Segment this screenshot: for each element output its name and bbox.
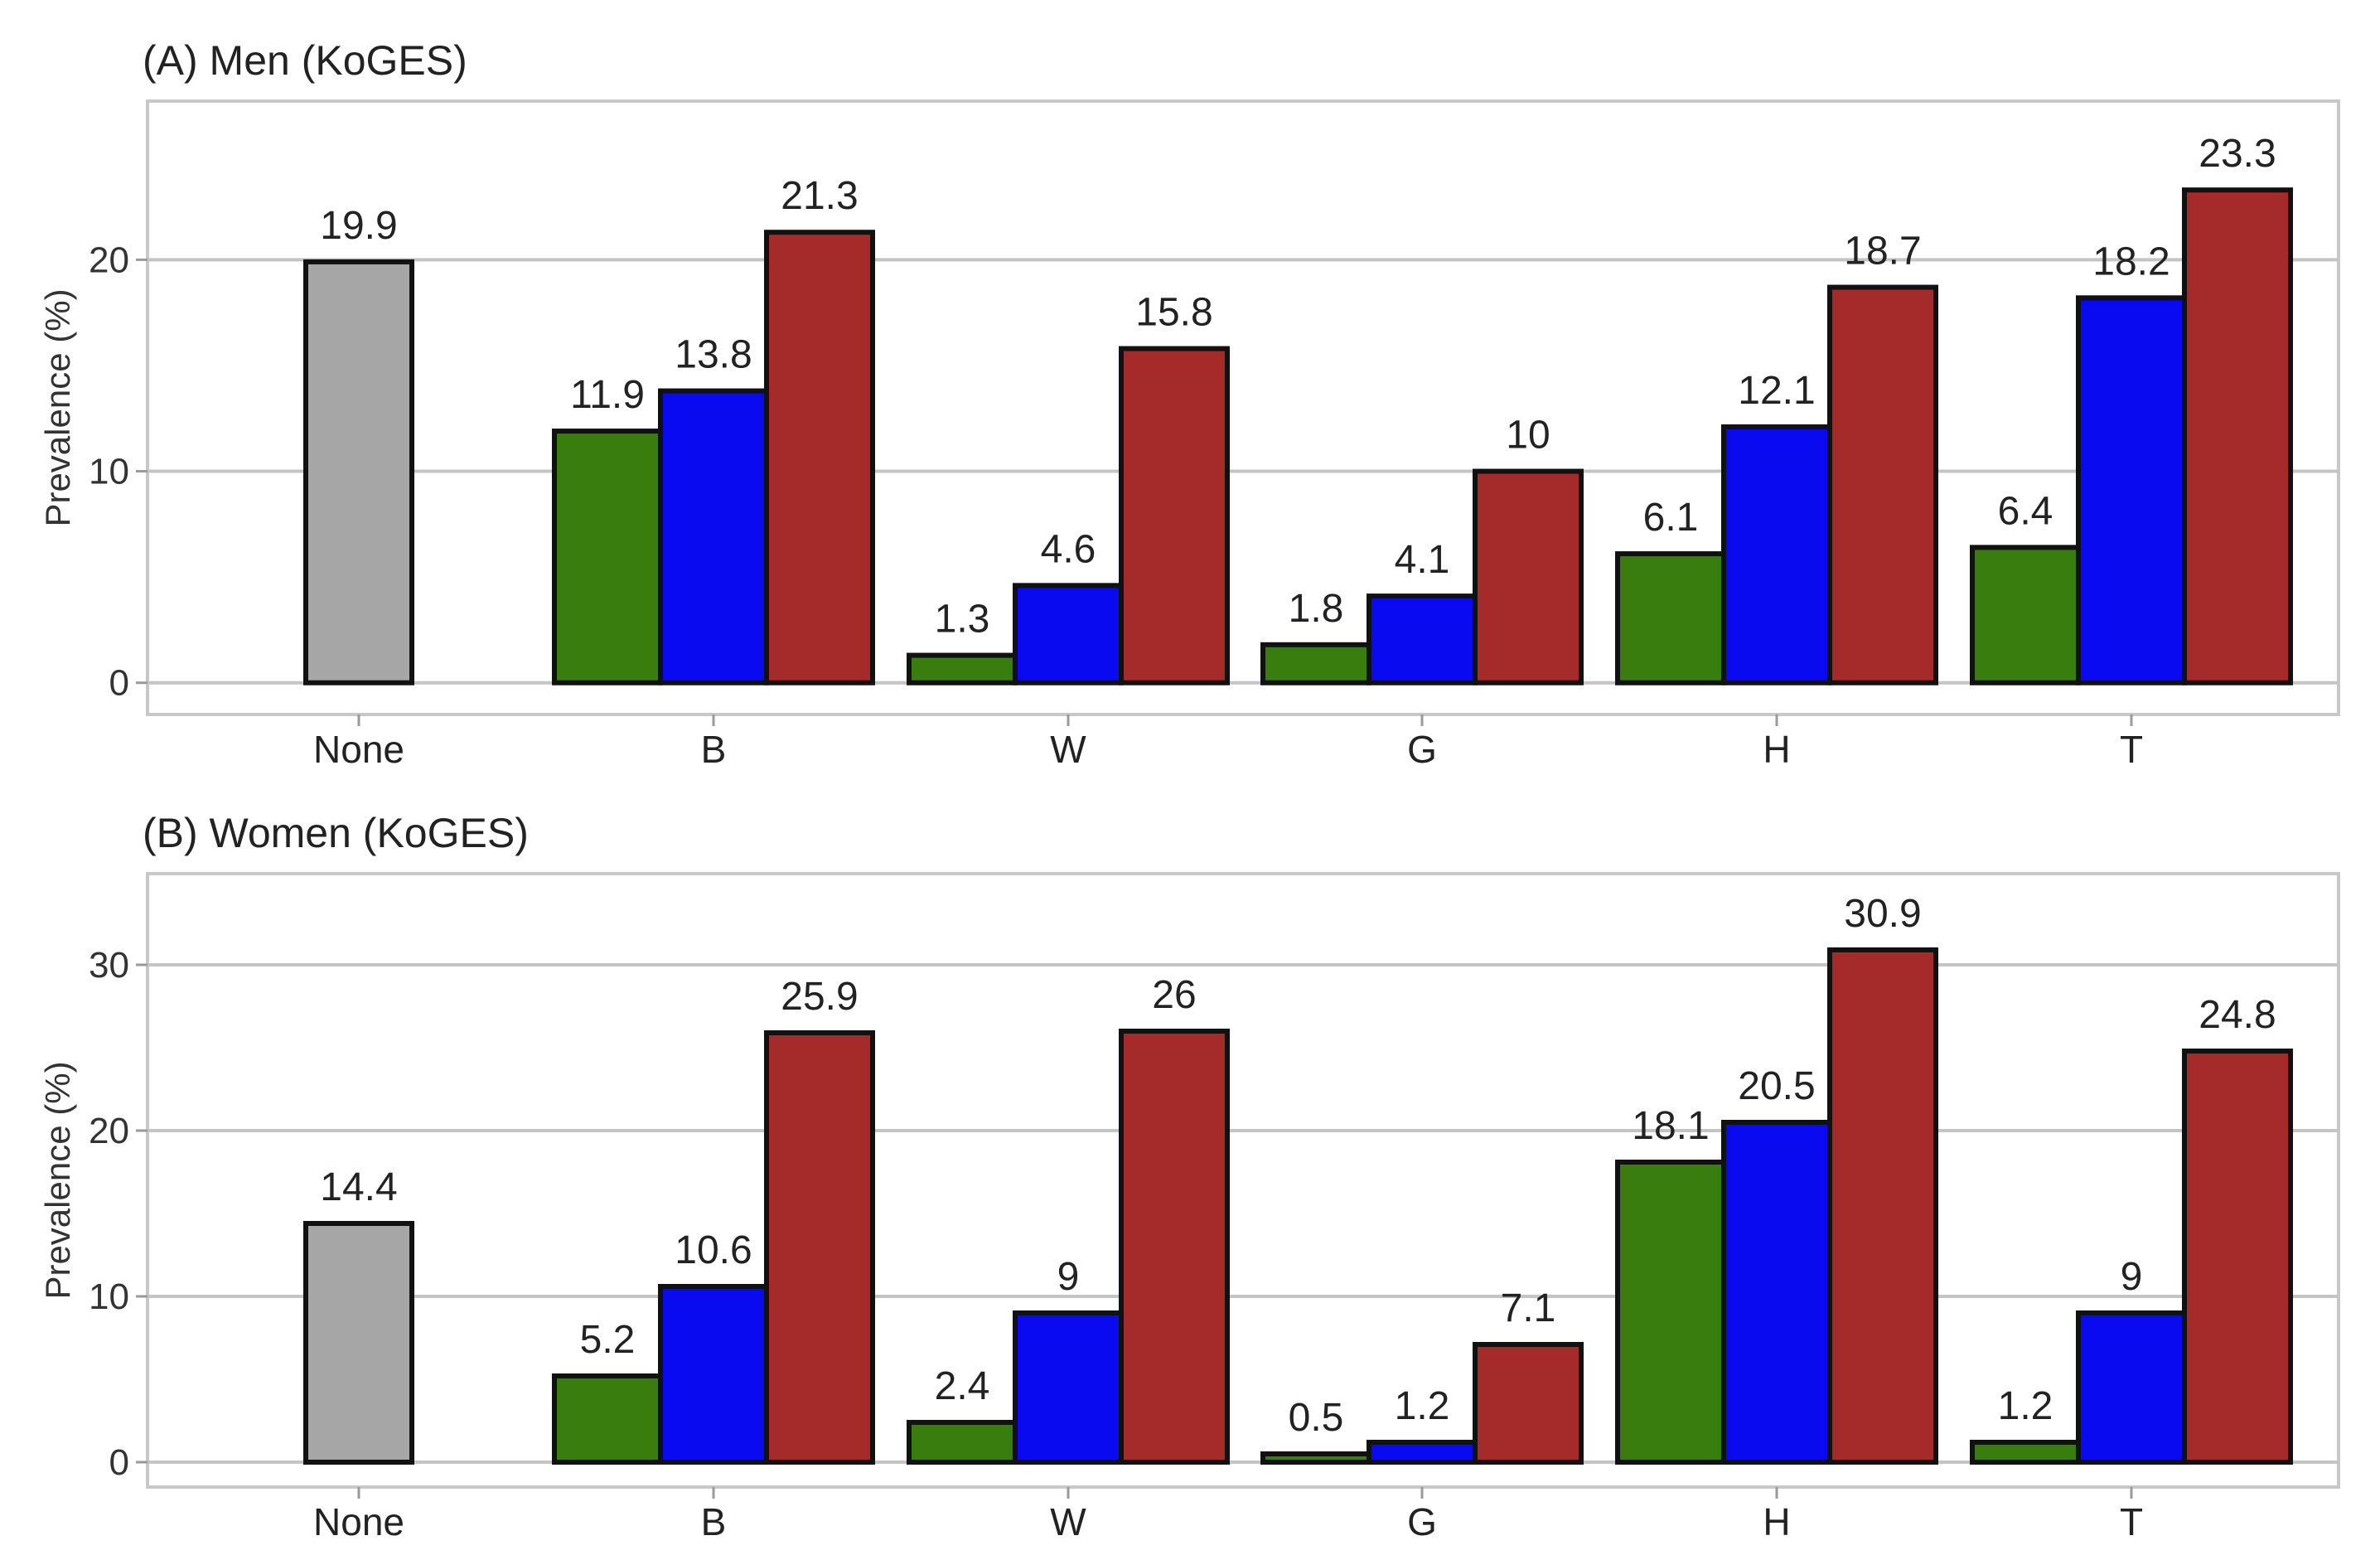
x-tick-label: None (313, 1500, 404, 1543)
bar-B-2 (658, 388, 769, 685)
bar-B-1 (552, 1373, 663, 1465)
data-label: 13.8 (675, 333, 752, 377)
bar-W-2 (1013, 583, 1124, 685)
data-label: 14.4 (320, 1165, 397, 1209)
bar-H-1 (1615, 1160, 1726, 1465)
y-tick-label: 20 (89, 1111, 129, 1151)
bar-G-3 (1473, 468, 1584, 685)
data-label: 21.3 (781, 174, 858, 218)
y-axis-label: Prevalence (%) (38, 1061, 77, 1299)
x-tick-label: T (2120, 1500, 2143, 1543)
bar-B-1 (552, 429, 663, 685)
bar-H-1 (1615, 551, 1726, 685)
bar-G-1 (1260, 1451, 1371, 1465)
bar-W-2 (1013, 1310, 1124, 1465)
data-label: 1.3 (935, 598, 990, 642)
y-tick-label: 10 (89, 452, 129, 492)
x-tick-label: B (701, 1500, 727, 1543)
data-label: 9 (1057, 1255, 1080, 1299)
bar-None-1 (303, 1221, 414, 1465)
bar-B-3 (764, 230, 875, 685)
data-label: 7.1 (1501, 1286, 1556, 1330)
data-label: 11.9 (570, 373, 645, 417)
bar-T-1 (1970, 545, 2081, 685)
bar-G-3 (1473, 1342, 1584, 1465)
plot-area (146, 872, 2340, 1489)
data-label: 18.2 (2092, 240, 2170, 283)
data-label: 6.1 (1643, 496, 1699, 540)
data-label: 15.8 (1135, 291, 1212, 335)
bar-T-2 (2076, 1310, 2187, 1465)
data-label: 10 (1506, 414, 1550, 458)
data-label: 4.6 (1041, 527, 1096, 571)
x-tick-label: W (1050, 1500, 1086, 1543)
data-label: 2.4 (935, 1364, 990, 1408)
chart-panel-men: (A) Men (KoGES) 0 10 20 Prevalence (%) 19.9 No… (38, 37, 2340, 771)
data-label: 1.2 (1998, 1384, 2053, 1428)
bar-B-2 (658, 1284, 769, 1465)
x-tick-label: None (313, 728, 404, 771)
y-tick-label: 30 (89, 945, 129, 986)
chart-title: (B) Women (KoGES) (143, 810, 529, 856)
bar-G-1 (1260, 642, 1371, 685)
data-label: 19.9 (320, 204, 397, 248)
data-label: 18.7 (1844, 230, 1921, 274)
data-label: 1.8 (1289, 587, 1344, 631)
bar-H-2 (1721, 424, 1832, 685)
bar-T-2 (2076, 295, 2187, 685)
bar-T-3 (2182, 187, 2293, 685)
x-tick-label: T (2120, 728, 2143, 771)
data-label: 23.3 (2199, 132, 2276, 176)
bar-H-3 (1827, 947, 1938, 1465)
x-tick-label: W (1050, 728, 1086, 771)
chart-title: (A) Men (KoGES) (143, 37, 467, 84)
data-label: 0.5 (1289, 1396, 1344, 1440)
data-label: 1.2 (1395, 1384, 1450, 1428)
x-tick-label: B (701, 728, 727, 771)
y-tick-label: 0 (109, 663, 129, 704)
data-label: 12.1 (1738, 369, 1815, 413)
x-tick-label: G (1407, 728, 1437, 771)
x-tick-label: G (1407, 1500, 1437, 1543)
data-label: 5.2 (580, 1318, 636, 1362)
data-label: 30.9 (1844, 892, 1921, 936)
y-tick-label: 0 (109, 1442, 129, 1483)
y-tick-label: 20 (89, 240, 129, 280)
bar-W-3 (1119, 346, 1230, 685)
bar-W-1 (907, 1420, 1018, 1465)
x-tick-label: H (1763, 728, 1790, 771)
data-label: 6.4 (1998, 489, 2053, 533)
x-tick-label: H (1763, 1500, 1790, 1543)
bar-H-2 (1721, 1120, 1832, 1465)
data-label: 18.1 (1632, 1104, 1709, 1148)
data-label: 20.5 (1738, 1064, 1815, 1108)
bar-G-2 (1367, 1440, 1478, 1465)
bar-G-2 (1367, 593, 1478, 685)
data-label: 9 (2121, 1255, 2143, 1299)
data-label: 24.8 (2199, 993, 2276, 1037)
bar-None-1 (303, 259, 414, 685)
bar-B-3 (764, 1030, 875, 1465)
chart-panel-women: (B) Women (KoGES) 0 10 20 30 Prevalence (%) 14… (38, 810, 2340, 1543)
y-axis-label: Prevalence (%) (38, 288, 77, 526)
bar-T-1 (1970, 1440, 2081, 1465)
data-label: 26 (1152, 973, 1196, 1017)
bar-T-3 (2182, 1049, 2293, 1465)
data-label: 4.1 (1395, 538, 1450, 582)
bar-W-3 (1119, 1029, 1230, 1465)
data-label: 25.9 (781, 975, 858, 1019)
bar-H-3 (1827, 284, 1938, 685)
y-tick-label: 10 (89, 1276, 129, 1317)
data-label: 10.6 (675, 1228, 752, 1272)
bar-W-1 (907, 652, 1018, 685)
